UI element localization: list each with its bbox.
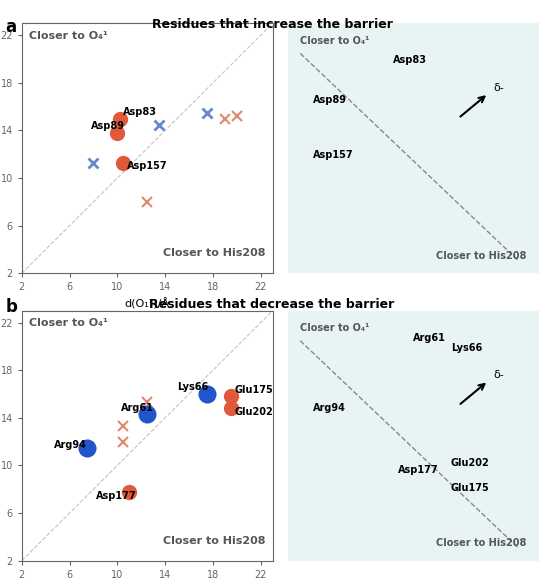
Text: Asp177: Asp177 <box>398 465 438 475</box>
Text: Asp157: Asp157 <box>313 150 354 160</box>
Text: Asp177: Asp177 <box>96 491 137 500</box>
Text: Closer to His208: Closer to His208 <box>436 251 526 261</box>
Text: Asp157: Asp157 <box>127 161 168 171</box>
Text: Residues that decrease the barrier: Residues that decrease the barrier <box>150 298 394 311</box>
Text: Asp83: Asp83 <box>393 55 427 65</box>
Text: Arg61: Arg61 <box>413 333 446 343</box>
Text: δ-: δ- <box>493 370 504 380</box>
Text: Closer to O₄¹: Closer to O₄¹ <box>300 36 369 46</box>
Text: Residues that increase the barrier: Residues that increase the barrier <box>152 18 392 30</box>
Text: b: b <box>5 298 17 316</box>
Text: δ-: δ- <box>493 83 504 93</box>
Text: Arg94: Arg94 <box>313 403 345 413</box>
Text: Glu202: Glu202 <box>451 458 490 468</box>
Text: Asp83: Asp83 <box>123 107 157 117</box>
Text: Closer to O₄¹: Closer to O₄¹ <box>29 31 108 41</box>
Text: Lys66: Lys66 <box>451 343 482 353</box>
Text: Glu175: Glu175 <box>451 482 490 493</box>
Text: Glu175: Glu175 <box>234 385 273 395</box>
Text: a: a <box>5 18 16 36</box>
Text: Asp89: Asp89 <box>313 95 347 105</box>
Text: Closer to His208: Closer to His208 <box>163 536 265 545</box>
Text: Closer to O₄¹: Closer to O₄¹ <box>29 318 108 328</box>
X-axis label: d(O₁¹)/Å: d(O₁¹)/Å <box>125 298 170 310</box>
Text: Asp89: Asp89 <box>91 121 125 131</box>
Text: Closer to O₄¹: Closer to O₄¹ <box>300 323 369 333</box>
Text: Closer to His208: Closer to His208 <box>163 248 265 258</box>
Text: Glu202: Glu202 <box>234 408 273 418</box>
Text: Lys66: Lys66 <box>177 383 208 392</box>
Text: Arg94: Arg94 <box>54 440 87 450</box>
Text: Closer to His208: Closer to His208 <box>436 538 526 548</box>
Text: Arg61: Arg61 <box>121 403 154 413</box>
